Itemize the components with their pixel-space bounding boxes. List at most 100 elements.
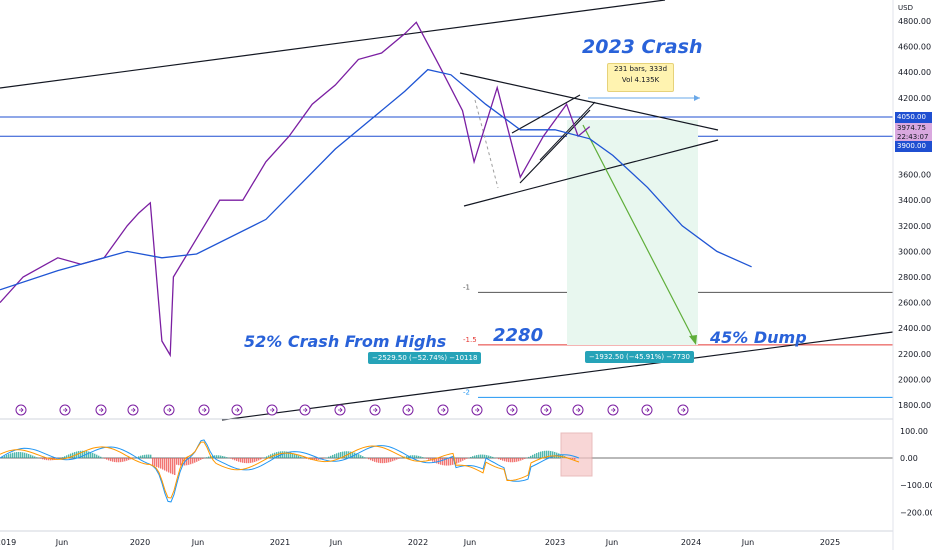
x-tick-label: 2021 — [270, 538, 290, 547]
osc-histogram-bar — [484, 454, 486, 458]
osc-histogram-bar — [98, 455, 100, 458]
osc-histogram-bar — [488, 455, 490, 458]
osc-histogram-bar — [100, 456, 102, 458]
projection-shade — [567, 120, 698, 345]
event-marker-arrow — [167, 407, 172, 413]
x-tick-label: Jun — [605, 538, 619, 547]
osc-histogram-bar — [554, 451, 556, 458]
osc-histogram-bar — [360, 455, 362, 458]
osc-histogram-bar — [64, 456, 66, 458]
osc-histogram-bar — [344, 451, 346, 458]
osc-histogram-bar — [114, 458, 116, 463]
osc-histogram-bar — [376, 458, 378, 463]
osc-histogram-bar — [420, 456, 422, 458]
target-price-annotation: 2280 — [493, 325, 544, 346]
osc-histogram-bar — [396, 458, 398, 460]
osc-histogram-bar — [340, 452, 342, 458]
osc-histogram-bar — [472, 456, 474, 458]
blue-arrow-head — [694, 95, 700, 101]
osc-histogram-bar — [412, 455, 414, 458]
dump-annotation: 45% Dump — [710, 328, 807, 347]
osc-histogram-bar — [446, 458, 448, 466]
osc-histogram-bar — [26, 453, 28, 458]
osc-histogram-bar — [242, 458, 244, 463]
osc-tick-label: 0.00 — [900, 454, 918, 463]
event-marker-arrow — [303, 407, 308, 413]
osc-histogram-bar — [22, 452, 24, 458]
osc-histogram-bar — [46, 458, 48, 461]
osc-histogram-bar — [574, 458, 576, 460]
osc-histogram-bar — [492, 456, 494, 458]
osc-histogram-bar — [180, 458, 182, 466]
osc-histogram-bar — [318, 458, 320, 460]
osc-histogram-bar — [528, 456, 530, 458]
event-marker-arrow — [510, 407, 515, 413]
osc-histogram-bar — [306, 458, 308, 459]
osc-histogram-bar — [430, 458, 432, 461]
osc-histogram-bar — [128, 458, 130, 461]
osc-histogram-bar — [30, 454, 32, 458]
osc-histogram-bar — [84, 450, 86, 458]
price-line — [0, 21, 591, 358]
osc-histogram-bar — [236, 458, 238, 462]
osc-histogram-bar — [110, 458, 112, 462]
osc-histogram-bar — [434, 458, 436, 463]
event-marker-arrow — [63, 407, 68, 413]
osc-histogram-bar — [170, 458, 172, 474]
fib-level-label: -1 — [463, 283, 470, 291]
osc-histogram-bar — [392, 458, 394, 462]
osc-histogram-bar — [10, 453, 12, 458]
y-tick-label: 4200.00 — [898, 94, 931, 103]
osc-histogram-bar — [190, 458, 192, 465]
osc-histogram-bar — [384, 458, 386, 464]
event-marker-arrow — [611, 407, 616, 413]
osc-histogram-bar — [428, 458, 430, 460]
event-marker-arrow — [19, 407, 24, 413]
osc-histogram-bar — [172, 458, 174, 475]
countdown-tag: 22:43:07 — [895, 133, 932, 142]
osc-histogram-bar — [126, 458, 128, 461]
osc-histogram-bar — [108, 458, 110, 461]
osc-histogram-bar — [380, 458, 382, 464]
osc-histogram-bar — [456, 458, 458, 464]
osc-histogram-bar — [476, 455, 478, 458]
osc-histogram-bar — [286, 451, 288, 458]
osc-histogram-bar — [316, 458, 318, 461]
osc-histogram-bar — [32, 455, 34, 458]
event-marker-arrow — [406, 407, 411, 413]
osc-histogram-bar — [94, 453, 96, 458]
green-arrow-head — [689, 335, 697, 345]
wedge-inner-line-b — [511, 94, 581, 134]
osc-histogram-bar — [208, 456, 210, 458]
osc-histogram-bar — [296, 454, 298, 458]
osc-histogram-bar — [478, 454, 480, 458]
osc-histogram-bar — [284, 451, 286, 458]
x-tick-label: Jun — [55, 538, 69, 547]
osc-histogram-bar — [166, 458, 168, 472]
osc-histogram-bar — [368, 458, 370, 460]
lower-channel-line — [221, 331, 894, 421]
osc-histogram-bar — [548, 450, 550, 458]
osc-histogram-bar — [138, 456, 140, 458]
osc-histogram-bar — [540, 451, 542, 458]
osc-histogram-bar — [452, 458, 454, 465]
bars-count-text: 231 bars, 333d — [613, 65, 668, 73]
fib-level-label: -2 — [463, 388, 470, 396]
osc-histogram-bar — [470, 456, 472, 458]
osc-histogram-bar — [486, 455, 488, 458]
osc-histogram-bar — [546, 450, 548, 458]
osc-histogram-bar — [504, 458, 506, 462]
osc-histogram-bar — [410, 455, 412, 458]
osc-histogram-bar — [146, 454, 148, 458]
osc-histogram-bar — [352, 452, 354, 458]
osc-histogram-bar — [458, 458, 460, 463]
wedge-inner-line-a — [519, 109, 591, 184]
osc-histogram-bar — [44, 458, 46, 460]
osc-histogram-bar — [78, 451, 80, 458]
osc-histogram-bar — [188, 458, 190, 465]
osc-histogram-bar — [502, 458, 504, 461]
osc-histogram-bar — [300, 456, 302, 458]
y-tick-label: 3600.00 — [898, 171, 931, 180]
osc-histogram-bar — [70, 453, 72, 458]
x-tick-label: 2025 — [820, 538, 840, 547]
